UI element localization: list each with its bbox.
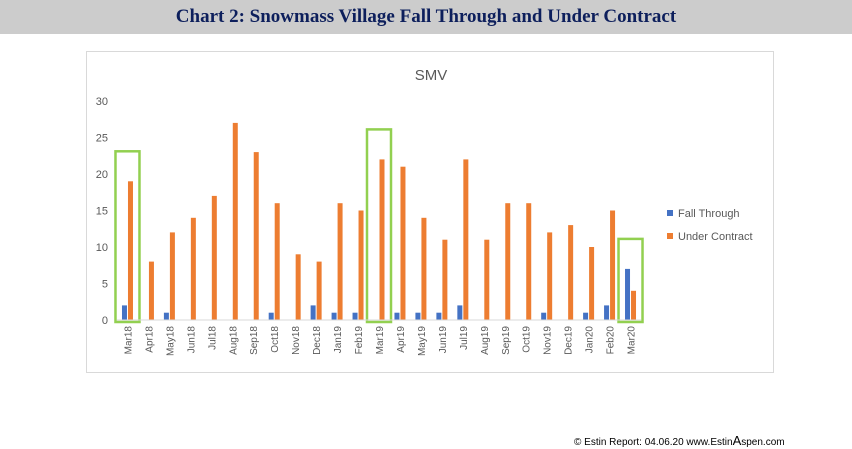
bar-under-contract xyxy=(484,239,490,320)
bars-group xyxy=(121,122,637,321)
x-tick-label: Oct19 xyxy=(522,326,533,353)
x-tick-label: Mar18 xyxy=(123,326,134,355)
bar-under-contract xyxy=(547,232,553,320)
x-tick-label: Nov18 xyxy=(291,326,302,355)
bar-under-contract xyxy=(631,290,637,320)
x-tick-label: Aug19 xyxy=(480,326,491,355)
highlight-box xyxy=(365,128,393,324)
bar-under-contract xyxy=(379,159,385,320)
bar-under-contract xyxy=(505,203,511,320)
bar-under-contract xyxy=(253,152,259,320)
x-tick-label: Dec19 xyxy=(564,326,575,355)
x-tick-label: Jan19 xyxy=(333,326,344,354)
x-tick-label: Apr19 xyxy=(396,326,407,353)
bar-under-contract xyxy=(589,247,595,320)
footer-big-letter: A xyxy=(732,433,742,448)
x-tick-label: Apr18 xyxy=(144,326,155,353)
x-tick-label: Jul18 xyxy=(207,326,218,350)
highlight-box xyxy=(114,150,141,324)
bar-fall-through xyxy=(352,312,358,320)
legend-swatch xyxy=(667,210,673,216)
bar-under-contract xyxy=(358,210,364,320)
bar-fall-through xyxy=(583,312,589,320)
highlight-boxes xyxy=(114,128,644,324)
bar-fall-through xyxy=(457,305,463,320)
bar-fall-through xyxy=(415,312,421,320)
y-tick-label: 0 xyxy=(102,315,108,327)
bar-under-contract xyxy=(169,232,175,320)
bar-under-contract xyxy=(316,261,322,320)
bar-fall-through xyxy=(436,312,442,320)
highlight-box xyxy=(617,237,644,324)
chart-frame: SMV 0 5 10 15 20 25 30 Mar18 Apr18 May18 Jun18 Jul… xyxy=(86,51,774,373)
footer-suffix: spen.com xyxy=(741,437,785,448)
x-tick-label: Jul19 xyxy=(459,326,470,350)
y-tick-label: 30 xyxy=(96,96,108,108)
bar-under-contract xyxy=(421,217,427,320)
legend-label: Under Contract xyxy=(678,231,753,243)
bar-fall-through xyxy=(625,268,631,320)
x-axis: Mar18 Apr18 May18 Jun18 Jul18 Aug18 Sep18 Oct18… xyxy=(123,326,637,356)
x-tick-label: Oct18 xyxy=(270,326,281,353)
x-tick-label: May19 xyxy=(417,326,428,356)
bar-under-contract xyxy=(148,261,154,320)
x-tick-label: Sep19 xyxy=(501,326,512,355)
bar-under-contract xyxy=(463,159,469,320)
footer-credit: © Estin Report: 04.06.20 www.EstinAspen.… xyxy=(574,433,785,448)
x-tick-label: Mar19 xyxy=(375,326,386,355)
x-tick-label: Feb20 xyxy=(606,326,617,355)
page-title: Chart 2: Snowmass Village Fall Through a… xyxy=(175,6,677,27)
bar-under-contract xyxy=(211,195,217,320)
bar-fall-through xyxy=(268,312,274,320)
x-tick-label: Dec18 xyxy=(312,326,323,355)
y-axis: 0 5 10 15 20 25 30 xyxy=(96,96,108,327)
bar-fall-through xyxy=(121,305,127,320)
bar-under-contract xyxy=(337,203,343,320)
y-tick-label: 20 xyxy=(96,169,108,181)
legend-label: Fall Through xyxy=(678,208,740,220)
bar-fall-through xyxy=(331,312,337,320)
bar-under-contract xyxy=(442,239,448,320)
y-tick-label: 15 xyxy=(96,206,108,218)
bar-fall-through xyxy=(163,312,169,320)
y-tick-label: 5 xyxy=(102,279,108,291)
bar-fall-through xyxy=(310,305,316,320)
bar-under-contract xyxy=(400,166,406,320)
y-tick-label: 25 xyxy=(96,133,108,145)
bar-under-contract xyxy=(232,122,238,321)
chart-title: SMV xyxy=(415,67,448,84)
x-tick-label: Mar20 xyxy=(627,326,638,355)
x-tick-label: Sep18 xyxy=(249,326,260,355)
bar-chart: SMV 0 5 10 15 20 25 30 Mar18 Apr18 May18 Jun18 Jul… xyxy=(96,67,753,356)
bar-fall-through xyxy=(604,305,610,320)
header-bar: Chart 2: Snowmass Village Fall Through a… xyxy=(0,0,852,34)
footer-prefix: © Estin Report: 04.06.20 www.Estin xyxy=(574,437,733,448)
x-tick-label: Nov19 xyxy=(543,326,554,355)
bar-under-contract xyxy=(568,225,574,320)
legend: Fall Through Under Contract xyxy=(667,208,753,243)
bar-under-contract xyxy=(190,217,196,320)
x-tick-label: Jun18 xyxy=(186,326,197,354)
bar-under-contract xyxy=(127,181,133,320)
x-tick-label: Feb19 xyxy=(354,326,365,355)
x-tick-label: May18 xyxy=(165,326,176,356)
bar-under-contract xyxy=(274,203,280,320)
bar-fall-through xyxy=(394,312,400,320)
bar-fall-through xyxy=(541,312,547,320)
bar-under-contract xyxy=(526,203,532,320)
bar-under-contract xyxy=(295,254,301,320)
bar-under-contract xyxy=(610,210,616,320)
x-tick-label: Jun19 xyxy=(438,326,449,354)
x-tick-label: Jan20 xyxy=(585,326,596,354)
y-tick-label: 10 xyxy=(96,242,108,254)
x-tick-label: Aug18 xyxy=(228,326,239,355)
legend-swatch xyxy=(667,233,673,239)
